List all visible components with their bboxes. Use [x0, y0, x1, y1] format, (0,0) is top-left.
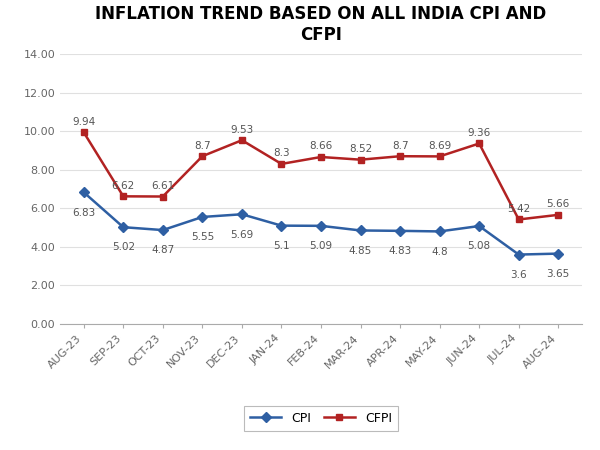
- CFPI: [238, 138, 245, 143]
- Text: 5.09: 5.09: [310, 241, 332, 251]
- Text: 8.7: 8.7: [392, 141, 409, 151]
- CFPI: [436, 154, 443, 159]
- CFPI: [159, 194, 166, 199]
- CPI: [238, 212, 245, 217]
- Text: 4.87: 4.87: [151, 245, 175, 255]
- CFPI: [515, 217, 523, 222]
- CFPI: [357, 157, 364, 162]
- Text: 9.53: 9.53: [230, 125, 254, 135]
- CFPI: [476, 141, 483, 146]
- CPI: [80, 189, 88, 195]
- Text: 3.6: 3.6: [511, 270, 527, 280]
- Text: 9.36: 9.36: [467, 128, 491, 138]
- Line: CFPI: CFPI: [80, 129, 562, 223]
- Text: 8.52: 8.52: [349, 144, 372, 154]
- CFPI: [317, 154, 325, 160]
- Text: 4.8: 4.8: [431, 247, 448, 256]
- CPI: [199, 214, 206, 220]
- Text: 5.42: 5.42: [507, 204, 530, 214]
- CFPI: [199, 153, 206, 159]
- Text: 8.66: 8.66: [310, 141, 332, 152]
- CFPI: [80, 130, 88, 135]
- CPI: [119, 225, 127, 230]
- Text: 6.61: 6.61: [151, 181, 175, 191]
- Text: 8.3: 8.3: [273, 148, 290, 158]
- Text: 9.94: 9.94: [72, 117, 95, 127]
- CPI: [436, 229, 443, 234]
- CPI: [317, 223, 325, 229]
- Text: 5.66: 5.66: [547, 199, 570, 209]
- CPI: [357, 228, 364, 233]
- CPI: [554, 251, 562, 256]
- CPI: [515, 252, 523, 257]
- CFPI: [397, 153, 404, 159]
- Text: 6.83: 6.83: [72, 207, 95, 217]
- CFPI: [554, 212, 562, 217]
- Text: 5.69: 5.69: [230, 230, 254, 239]
- Line: CPI: CPI: [80, 189, 562, 258]
- Text: 5.02: 5.02: [112, 243, 135, 252]
- CPI: [278, 223, 285, 228]
- Text: 8.7: 8.7: [194, 141, 211, 151]
- Title: INFLATION TREND BASED ON ALL INDIA CPI AND
CFPI: INFLATION TREND BASED ON ALL INDIA CPI A…: [95, 5, 547, 44]
- Text: 8.69: 8.69: [428, 141, 451, 151]
- Text: 5.55: 5.55: [191, 232, 214, 242]
- Text: 5.08: 5.08: [467, 241, 491, 251]
- CFPI: [278, 161, 285, 166]
- Legend: CPI, CFPI: CPI, CFPI: [244, 405, 398, 431]
- Text: 4.83: 4.83: [388, 246, 412, 256]
- Text: 4.85: 4.85: [349, 246, 372, 256]
- CPI: [476, 223, 483, 229]
- Text: 5.1: 5.1: [273, 241, 290, 251]
- CPI: [397, 228, 404, 234]
- Text: 3.65: 3.65: [547, 269, 570, 279]
- Text: 6.62: 6.62: [112, 181, 135, 191]
- CPI: [159, 227, 166, 233]
- CFPI: [119, 194, 127, 199]
